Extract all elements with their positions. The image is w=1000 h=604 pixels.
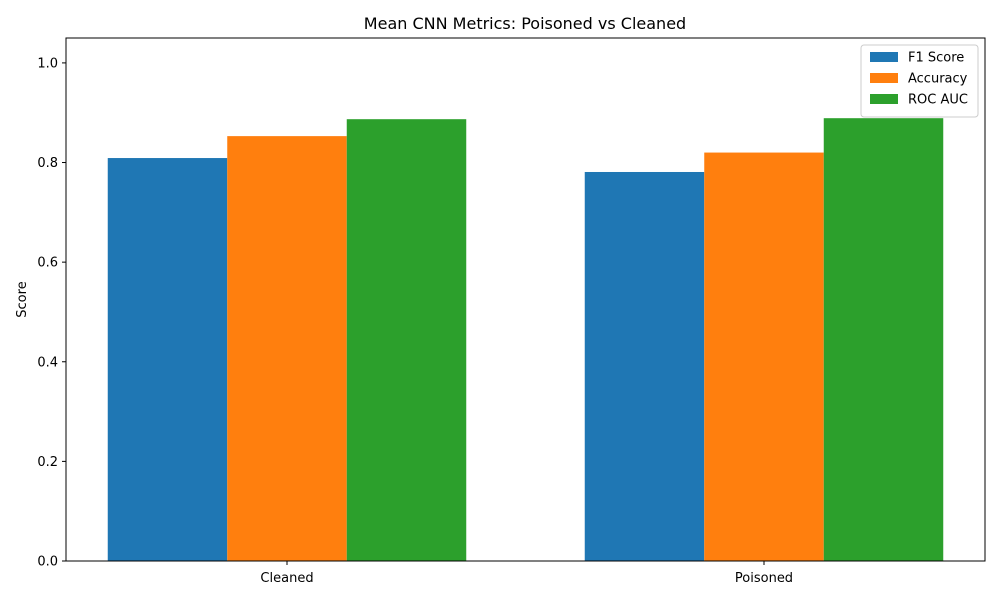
x-tick-label: Cleaned xyxy=(260,571,313,586)
plot-frame xyxy=(65,37,986,562)
legend-swatch xyxy=(870,52,898,62)
legend-swatch xyxy=(870,73,898,83)
legend-label: Accuracy xyxy=(908,72,968,87)
legend: F1 Score Accuracy ROC AUC xyxy=(860,44,979,118)
legend-swatch xyxy=(870,94,898,104)
series-f1-score xyxy=(107,158,705,562)
y-tick-label: 0.6 xyxy=(37,256,58,271)
axes-layer: 0.0 0.2 0.4 0.6 0.8 1.0 Cleaned Poisoned xyxy=(37,37,986,586)
series-accuracy xyxy=(227,136,824,562)
y-tick-label: 0.8 xyxy=(37,156,58,171)
x-tick-label: Poisoned xyxy=(735,571,793,586)
series-roc-auc xyxy=(346,118,944,562)
bar-cleaned-f1-score xyxy=(107,158,228,561)
y-tick-label: 0.4 xyxy=(37,355,58,370)
bars-layer xyxy=(107,118,944,562)
y-tick-label: 0.0 xyxy=(37,555,58,570)
bar-poisoned-roc-auc xyxy=(823,118,944,562)
legend-label: ROC AUC xyxy=(908,93,968,108)
y-tick-label: 1.0 xyxy=(37,56,58,71)
bar-cleaned-accuracy xyxy=(227,136,347,561)
bar-poisoned-accuracy xyxy=(704,152,824,562)
bar-cleaned-roc-auc xyxy=(346,119,467,562)
legend-label: F1 Score xyxy=(908,51,964,66)
chart-title: Mean CNN Metrics: Poisoned vs Cleaned xyxy=(364,14,686,33)
bar-poisoned-f1-score xyxy=(584,171,705,562)
y-tick-label: 0.2 xyxy=(37,455,58,470)
y-axis-label: Score xyxy=(15,281,30,317)
